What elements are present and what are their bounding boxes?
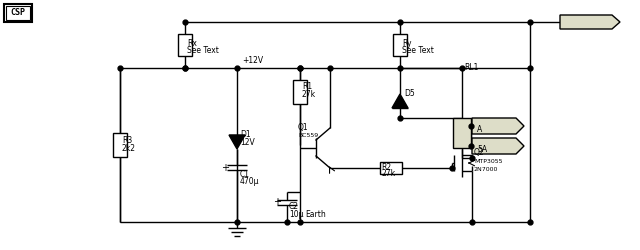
Bar <box>380 162 402 174</box>
Text: D1: D1 <box>240 130 251 139</box>
Text: 12V: 12V <box>240 138 255 147</box>
Text: C1: C1 <box>240 170 250 179</box>
Text: R1: R1 <box>302 82 312 91</box>
Bar <box>113 133 127 157</box>
Polygon shape <box>472 118 524 134</box>
Bar <box>4 4 32 22</box>
Text: 2k2: 2k2 <box>122 144 136 153</box>
Text: RL1: RL1 <box>464 63 478 72</box>
Text: +: + <box>273 197 281 207</box>
Bar <box>393 34 407 56</box>
Text: C2: C2 <box>289 202 299 211</box>
Text: R2: R2 <box>381 163 391 172</box>
Bar <box>453 118 471 148</box>
Polygon shape <box>229 135 245 149</box>
Text: D5: D5 <box>404 89 415 98</box>
Text: 27k: 27k <box>381 169 395 178</box>
Text: Ry: Ry <box>402 39 412 48</box>
Text: CSP: CSP <box>10 8 25 17</box>
Text: Q1: Q1 <box>298 123 308 132</box>
Text: +: + <box>221 163 229 173</box>
Bar <box>293 80 307 104</box>
Text: Earth: Earth <box>305 210 326 219</box>
Text: A: A <box>477 124 483 134</box>
Text: BC559: BC559 <box>298 133 318 138</box>
Text: +12V: +12V <box>242 56 263 65</box>
Text: Q2: Q2 <box>474 148 484 157</box>
Text: Rx: Rx <box>187 39 197 48</box>
Text: R3: R3 <box>122 136 132 145</box>
Text: See Text: See Text <box>402 46 434 55</box>
Text: 470μ: 470μ <box>240 177 259 186</box>
Bar <box>6 6 30 20</box>
Polygon shape <box>392 94 408 108</box>
Bar <box>178 34 192 56</box>
Text: +Vcc: +Vcc <box>564 22 584 30</box>
Text: 5A: 5A <box>477 144 487 154</box>
Polygon shape <box>560 15 620 29</box>
Polygon shape <box>472 138 524 154</box>
Text: See Text: See Text <box>187 46 219 55</box>
Text: 10μ: 10μ <box>289 210 303 219</box>
Text: 27k: 27k <box>302 90 316 99</box>
Text: 2N7000: 2N7000 <box>474 167 499 172</box>
Text: MTP3055: MTP3055 <box>474 159 502 164</box>
